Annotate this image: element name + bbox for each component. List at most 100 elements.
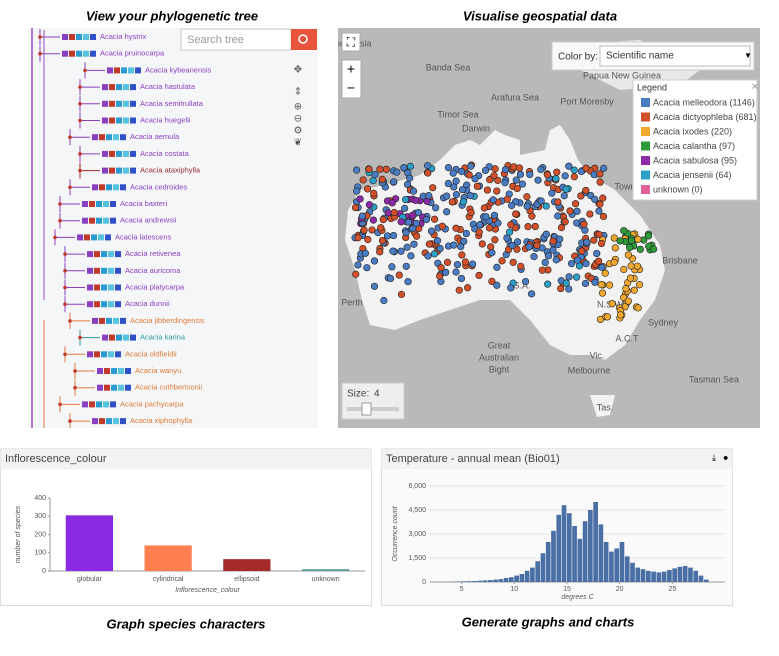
occurrence xyxy=(531,253,538,260)
occurrence xyxy=(450,170,457,177)
tool-leaf[interactable]: ❦ xyxy=(294,138,302,149)
species-name[interactable]: Acacia latescens xyxy=(115,232,172,241)
occurrence xyxy=(582,280,589,287)
legend-close[interactable]: ✕ xyxy=(751,81,759,91)
legend-label: Acacia ixodes (220) xyxy=(653,126,732,136)
tool-settings[interactable]: ⚙ xyxy=(294,126,303,137)
species-name[interactable]: Acacia huegelii xyxy=(140,115,191,124)
info-icon[interactable]: ● xyxy=(723,452,728,462)
trait-icon xyxy=(101,351,107,357)
species-name[interactable]: Acacia auricoma xyxy=(125,266,181,275)
species-name[interactable]: Acacia hastulata xyxy=(140,82,196,91)
species-name[interactable]: Acacia aemula xyxy=(130,132,180,141)
occurrence xyxy=(489,249,496,256)
size-label: Size: xyxy=(347,389,369,400)
species-name[interactable]: Acacia oldfieldii xyxy=(125,349,177,358)
trait-icon xyxy=(116,84,122,90)
occurrence xyxy=(364,186,371,193)
occurrence xyxy=(526,171,533,178)
tool-zoom-out[interactable]: ⊖ xyxy=(294,114,302,125)
occurrence xyxy=(529,213,536,220)
trait-icon xyxy=(108,251,114,257)
tool-move[interactable]: ✥ xyxy=(294,65,302,76)
trait-icon xyxy=(111,368,117,374)
species-name[interactable]: Acacia ataxiphylla xyxy=(140,166,201,175)
download-icon[interactable]: ⤓ xyxy=(712,452,716,462)
occurrence xyxy=(517,263,524,270)
occurrence xyxy=(553,257,560,264)
species-name[interactable]: Acacia platycarpa xyxy=(125,282,185,291)
species-name[interactable]: Acacia dunnii xyxy=(125,299,170,308)
trait-icon xyxy=(90,34,96,40)
species-name[interactable]: Acacia kybeanensis xyxy=(145,65,212,74)
occurrence xyxy=(383,166,390,173)
trait-icon xyxy=(109,118,115,124)
histogram-bar xyxy=(567,513,572,582)
trait-icon xyxy=(69,51,75,57)
x-tick-label: cylindrical xyxy=(153,576,184,583)
occurrence xyxy=(487,244,494,251)
species-name[interactable]: Acacia hystrix xyxy=(100,32,147,41)
trait-icon xyxy=(109,335,115,341)
occurrence xyxy=(571,173,578,180)
place-label: Great xyxy=(488,340,511,350)
trait-icon xyxy=(69,34,75,40)
histogram-bar xyxy=(683,566,688,582)
species-name[interactable]: Acacia wanyu xyxy=(135,366,181,375)
occurrence xyxy=(482,167,489,174)
species-name[interactable]: Acacia karina xyxy=(140,333,186,342)
trait-icon xyxy=(99,318,105,324)
trait-icon xyxy=(87,301,93,307)
trait-icon xyxy=(109,84,115,90)
species-name[interactable]: Acacia cedroides xyxy=(130,182,187,191)
trait-icon xyxy=(87,351,93,357)
tool-resize[interactable]: ⇕ xyxy=(294,87,302,98)
species-name[interactable]: Acacia xiphophylla xyxy=(130,416,193,425)
species-name[interactable]: Acacia jibberdingensis xyxy=(130,316,205,325)
occurrence xyxy=(431,251,438,258)
occurrence xyxy=(385,210,392,217)
zoom-out[interactable]: − xyxy=(347,80,355,96)
size-handle[interactable] xyxy=(362,403,371,415)
trait-icon xyxy=(120,418,126,424)
place-label: Tasman Sea xyxy=(689,374,739,384)
search-button[interactable] xyxy=(291,29,317,50)
occurrence xyxy=(568,260,575,267)
histogram-bar xyxy=(593,502,598,582)
histogram-bar xyxy=(509,577,514,582)
occurrence xyxy=(454,261,461,268)
species-name[interactable]: Acacia pruinocarpa xyxy=(100,49,165,58)
occurrence xyxy=(574,208,581,215)
y-tick-label: 200 xyxy=(34,531,46,538)
species-name[interactable]: Acacia costata xyxy=(140,149,190,158)
tool-zoom-in[interactable]: ⊕ xyxy=(294,102,302,113)
occurrence xyxy=(597,201,604,208)
species-name[interactable]: Acacia baxteri xyxy=(120,199,167,208)
histogram-bar xyxy=(551,531,556,582)
occurrence xyxy=(401,205,408,212)
occurrence xyxy=(593,250,600,257)
species-name[interactable]: Acacia retivenea xyxy=(125,249,181,258)
species-name[interactable]: Acacia semitrullata xyxy=(140,99,204,108)
species-name[interactable]: Acacia cuthbertsonii xyxy=(135,383,202,392)
occurrence xyxy=(563,280,570,287)
histogram-bar xyxy=(583,521,588,582)
occurrence xyxy=(609,300,616,307)
trait-icon xyxy=(102,118,108,124)
occurrence xyxy=(352,271,359,278)
occurrence xyxy=(617,312,624,319)
occurrence xyxy=(612,245,619,252)
histogram-bar xyxy=(641,569,646,582)
occurrence xyxy=(456,287,463,294)
trait-icon xyxy=(130,335,136,341)
node xyxy=(78,336,82,340)
zoom-in[interactable]: + xyxy=(347,61,355,77)
occurrence xyxy=(528,291,535,298)
occurrence xyxy=(459,252,466,259)
species-name[interactable]: Acacia andrewsii xyxy=(120,216,177,225)
trait-icon xyxy=(102,168,108,174)
trait-icon xyxy=(84,234,90,240)
occurrence xyxy=(371,283,378,290)
occurrence xyxy=(353,167,360,174)
species-name[interactable]: Acacia pachycarpa xyxy=(120,399,184,408)
